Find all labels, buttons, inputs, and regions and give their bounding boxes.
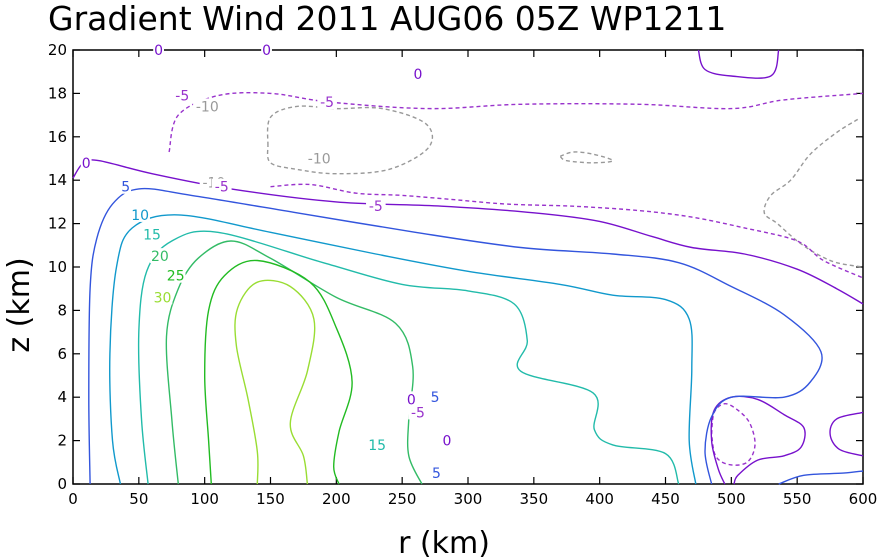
contour-label: -5 — [175, 89, 189, 105]
contour-zero-line — [72, 159, 864, 305]
contour-neg10-line — [559, 151, 614, 164]
y-tick-label: 16 — [48, 128, 67, 146]
contour-label-bg — [429, 389, 441, 405]
contour-label: 0 — [442, 434, 451, 450]
contour-label-bg — [150, 248, 170, 264]
contour-label: 0 — [414, 67, 423, 83]
contour-label-bg — [130, 206, 150, 222]
contour-label-bg — [165, 267, 186, 283]
y-tick-label: 0 — [57, 475, 67, 493]
contour-label-bg — [261, 42, 272, 57]
contour-neg5-line — [270, 183, 864, 279]
contour-label: 15 — [143, 227, 161, 243]
x-tick-label: 600 — [849, 490, 878, 508]
x-tick-label: 150 — [256, 490, 285, 508]
chart-title: Gradient Wind 2011 AUG06 05Z WP1211 — [48, 0, 726, 38]
contour-label: -5 — [320, 95, 334, 111]
contour-zero-line — [697, 49, 780, 79]
contour-label: 30 — [154, 290, 172, 306]
contour-label-bg — [172, 87, 193, 103]
contour-label: 0 — [407, 392, 416, 408]
y-tick-label: 20 — [48, 41, 67, 59]
y-tick-label: 4 — [57, 388, 67, 406]
contour-label: -5 — [411, 405, 425, 421]
x-tick-label: 450 — [651, 490, 680, 508]
contour-label-bg — [408, 404, 428, 420]
y-tick-label: 8 — [57, 301, 67, 319]
y-tick-label: 2 — [57, 432, 67, 450]
contour-label-bg — [367, 436, 387, 452]
x-tick-label: 300 — [454, 490, 483, 508]
contour-label-bg — [305, 150, 334, 166]
contour-lines — [72, 49, 864, 485]
contour-label: 0 — [82, 156, 91, 172]
y-tick-label: 14 — [48, 171, 67, 189]
contour-neg5-line — [710, 402, 756, 466]
contour-label-bg — [120, 178, 132, 194]
contour-neg5-line — [168, 91, 864, 153]
contour-label-bg — [405, 391, 417, 407]
x-tick-label: 100 — [190, 490, 219, 508]
y-tick-label: 18 — [48, 84, 67, 102]
y-tick-label: 10 — [48, 258, 67, 276]
contour-label-bg — [142, 226, 162, 242]
x-axis-label: r (km) — [398, 526, 490, 559]
contour-label: -10 — [308, 152, 331, 168]
contour-pos10-line — [109, 214, 697, 485]
x-tick-label: 500 — [717, 490, 746, 508]
x-tick-label: 200 — [322, 490, 351, 508]
contour-label: 25 — [167, 269, 185, 285]
contour-pos5-line — [778, 470, 864, 485]
contour-label-bg — [412, 65, 424, 81]
x-tick-label: 250 — [388, 490, 417, 508]
y-tick-label: 6 — [57, 345, 67, 363]
contour-zero-line — [710, 395, 806, 485]
contour-label: 5 — [432, 466, 441, 482]
contour-label-bg — [80, 154, 92, 170]
contour-neg10-line — [266, 105, 434, 175]
x-axis: 0 50 100 150 200 250 300 350 400 450 500 550 600 — [68, 50, 877, 508]
contour-pos25-line — [203, 259, 353, 485]
contour-label: -5 — [369, 199, 383, 215]
contour-label-bg — [441, 432, 453, 448]
x-tick-label: 50 — [129, 490, 148, 508]
contour-pos5-line — [88, 187, 823, 485]
x-tick-label: 350 — [520, 490, 549, 508]
contour-label-bg — [152, 289, 173, 305]
contour-zero-line — [829, 411, 864, 457]
contour-label: -10 — [196, 99, 219, 115]
contour-label-bg — [317, 94, 337, 110]
contour-label: 5 — [431, 390, 440, 406]
contour-label-bg — [193, 98, 222, 114]
contour-label-bg — [153, 42, 164, 57]
plot-frame — [72, 49, 864, 485]
contour-label: 0 — [262, 43, 271, 59]
contour-label: 0 — [154, 43, 163, 59]
contour-label-bg — [366, 198, 386, 214]
x-tick-label: 0 — [68, 490, 78, 508]
contour-label: -5 — [215, 180, 229, 196]
contour-neg10-line — [763, 118, 864, 268]
contour-label: 15 — [368, 438, 386, 454]
contour-label: 5 — [121, 180, 130, 196]
y-tick-label: 12 — [48, 215, 67, 233]
contour-label-bg — [211, 178, 232, 194]
contour-pos30-line — [234, 279, 316, 485]
contour-pos15-line — [137, 230, 680, 485]
x-tick-label: 400 — [585, 490, 614, 508]
contour-label-bg — [431, 465, 442, 481]
y-axis: 0 2 4 6 8 10 12 14 16 18 20 — [48, 41, 863, 493]
x-tick-label: 550 — [783, 490, 812, 508]
contour-label: 10 — [131, 208, 149, 224]
y-axis-label: z (km) — [2, 257, 37, 352]
contour-label: 20 — [151, 249, 169, 265]
